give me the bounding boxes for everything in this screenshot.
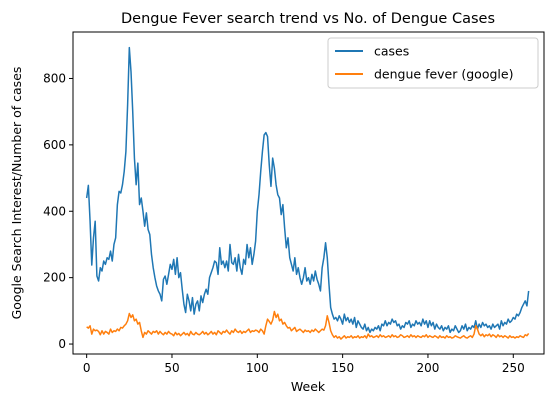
x-tick-label: 50 bbox=[164, 361, 179, 375]
y-tick-label: 400 bbox=[43, 204, 66, 218]
series-layer bbox=[85, 46, 530, 340]
y-axis-label: Google Search Interest/Number of cases bbox=[9, 67, 24, 320]
x-axis-label: Week bbox=[291, 379, 326, 394]
y-tick-label: 800 bbox=[43, 71, 66, 85]
x-axis: 0 50 100 150 200 250 bbox=[83, 354, 525, 375]
chart-title: Dengue Fever search trend vs No. of Deng… bbox=[121, 11, 495, 27]
series-line-cases bbox=[85, 46, 530, 334]
plot-frame bbox=[72, 31, 545, 355]
y-axis: 0 200 400 600 800 bbox=[43, 71, 73, 351]
y-tick-label: 0 bbox=[58, 337, 66, 351]
legend: cases dengue fever (google) bbox=[327, 37, 539, 89]
x-tick-label: 250 bbox=[502, 361, 525, 375]
x-tick-label: 0 bbox=[83, 361, 91, 375]
x-tick-label: 150 bbox=[331, 361, 354, 375]
legend-label: dengue fever (google) bbox=[374, 67, 513, 82]
legend-box bbox=[327, 37, 539, 89]
x-tick-label: 100 bbox=[246, 361, 269, 375]
y-tick-label: 600 bbox=[43, 138, 66, 152]
x-tick-label: 200 bbox=[417, 361, 440, 375]
legend-label: cases bbox=[374, 44, 409, 59]
series-line-dengue-fever-google bbox=[86, 310, 530, 340]
y-tick-label: 200 bbox=[43, 271, 66, 285]
